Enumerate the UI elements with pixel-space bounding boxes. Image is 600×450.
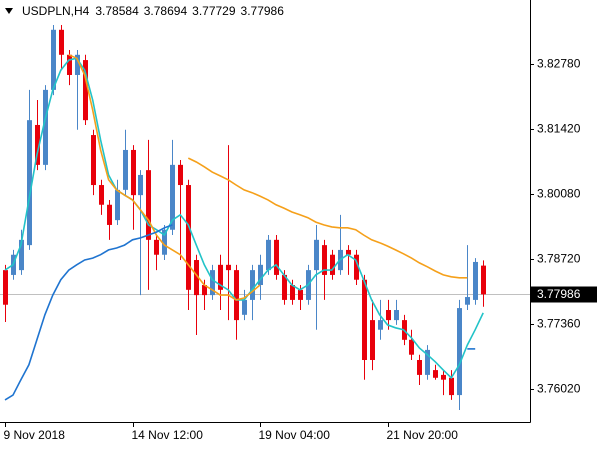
candle-body <box>146 170 151 240</box>
candle-body <box>162 229 167 255</box>
candle-body <box>115 189 120 221</box>
moving-average-line <box>4 57 484 380</box>
moving-average-line <box>68 54 261 301</box>
candle-body <box>154 239 159 255</box>
candle-body <box>27 120 32 246</box>
candle-body <box>409 339 414 355</box>
candle-body <box>274 239 279 275</box>
candle-body <box>91 135 96 186</box>
candle-body <box>457 308 462 396</box>
candle-body <box>3 270 8 305</box>
y-tick-label: 3.78720 <box>537 252 581 266</box>
candle-body <box>170 164 175 230</box>
y-tick-label: 3.80080 <box>537 187 581 201</box>
candle-body <box>242 299 247 315</box>
candle-body <box>226 264 231 271</box>
candle-body <box>394 310 399 321</box>
candle-body <box>43 89 48 165</box>
candle-body <box>107 204 112 225</box>
candle-body <box>250 270 255 300</box>
candle-body <box>330 254 335 275</box>
x-tick-label: 9 Nov 2018 <box>4 428 66 442</box>
candle-body <box>473 261 478 300</box>
candle-body <box>465 297 470 305</box>
header-open: 3.78584 <box>95 4 139 18</box>
candle-body <box>35 124 40 165</box>
y-tick-label: 3.81420 <box>537 122 581 136</box>
candle-body <box>75 54 80 75</box>
x-tick-label: 21 Nov 20:00 <box>387 428 459 442</box>
candle-body <box>314 239 319 271</box>
header-low: 3.77729 <box>192 4 236 18</box>
candle-body <box>19 239 24 271</box>
candle-body <box>378 320 383 330</box>
candle-body <box>131 149 136 196</box>
candle-body <box>210 270 215 296</box>
candle-body <box>386 310 391 321</box>
candle-body <box>298 289 303 300</box>
candle-body <box>99 185 104 205</box>
candle-body <box>67 54 72 75</box>
candle-body <box>425 349 430 375</box>
y-tick-label: 3.76020 <box>537 382 581 396</box>
candle-body <box>433 370 438 378</box>
candle-body <box>258 264 263 286</box>
header-high: 3.78694 <box>144 4 188 18</box>
candle-body <box>481 265 486 295</box>
candle-body <box>449 377 454 396</box>
candle-body <box>266 239 271 271</box>
symbol-title: USDPLN,H4 <box>22 4 90 18</box>
collapse-icon[interactable] <box>5 8 13 14</box>
plot-area <box>0 24 530 410</box>
candle-body <box>194 260 199 296</box>
header-close: 3.77986 <box>241 4 285 18</box>
moving-average-line <box>4 224 173 401</box>
y-tick-label: 3.77360 <box>537 317 581 331</box>
candle-body <box>218 264 223 290</box>
current-price-label: 3.77986 <box>537 287 581 301</box>
candle-body <box>370 320 375 360</box>
candle-body <box>354 254 359 280</box>
x-tick-label: 14 Nov 12:00 <box>132 428 204 442</box>
candle-body <box>51 29 56 90</box>
candle-body <box>322 245 327 275</box>
candle-body <box>290 285 295 300</box>
candle-body <box>83 60 88 121</box>
candle-body <box>138 174 143 196</box>
candle-body <box>234 270 239 321</box>
candle-body <box>202 285 207 296</box>
current-price-tag <box>531 286 597 303</box>
candle-body <box>186 185 191 290</box>
x-tick-label: 19 Nov 04:00 <box>259 428 331 442</box>
candle-body <box>59 29 64 55</box>
chart-header: USDPLN,H4 3.78584 3.78694 3.77729 3.77986 <box>22 4 284 18</box>
y-tick-label: 3.82780 <box>537 57 581 71</box>
candle-body <box>362 279 367 360</box>
candle-body <box>282 274 287 300</box>
candle-body <box>178 164 183 186</box>
candle-body <box>441 374 446 380</box>
candle-body <box>417 359 422 375</box>
candle-body <box>346 249 351 255</box>
candle-body <box>123 149 128 190</box>
moving-average-line <box>187 157 468 279</box>
